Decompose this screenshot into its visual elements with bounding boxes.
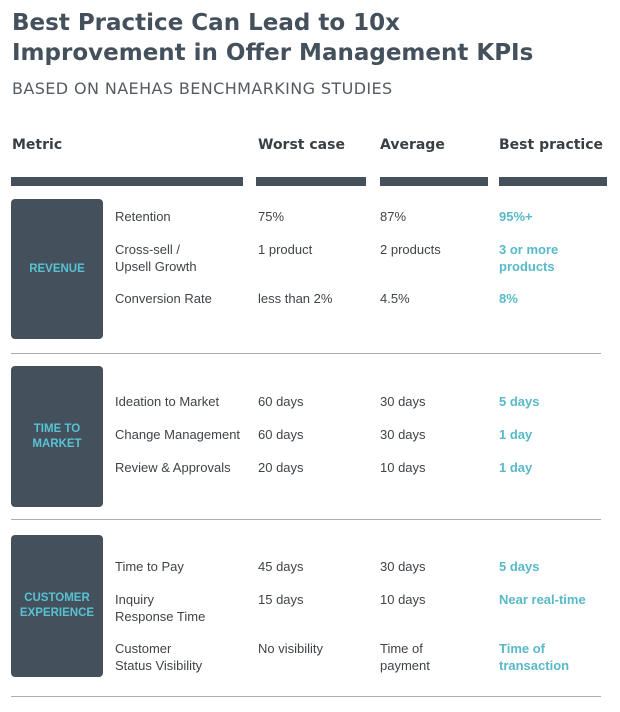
best-practice-cell: Time of transaction [499, 641, 570, 673]
average-cell: 30 days [380, 394, 426, 409]
best-practice-cell: 5 days [499, 559, 540, 574]
section-box-revenue: REVENUE [11, 199, 103, 339]
column-header-average: Average [380, 137, 445, 153]
worst-case-cell: 1 product [258, 242, 313, 257]
metric-cell: Change Management [115, 427, 241, 442]
header-divider-average [380, 177, 488, 186]
header-divider-metric [11, 177, 243, 186]
section-label-customer-experience: CUSTOMER EXPERIENCE [19, 592, 95, 619]
section-box-customer-experience: CUSTOMER EXPERIENCE [11, 535, 103, 677]
metric-cell: Customer Status Visibility [115, 641, 203, 673]
section-divider [11, 353, 601, 354]
metric-cell: Retention [115, 209, 171, 224]
worst-case-cell: less than 2% [258, 291, 333, 306]
average-cell: 30 days [380, 427, 426, 442]
header-divider-worst-case [256, 177, 366, 186]
section-divider [11, 519, 601, 520]
worst-case-cell: 45 days [258, 559, 304, 574]
best-practice-cell: Near real-time [499, 592, 586, 607]
section-divider [11, 696, 601, 697]
column-header-metric: Metric [12, 137, 63, 153]
average-cell: 10 days [380, 460, 426, 475]
metric-cell: Review & Approvals [115, 460, 231, 475]
best-practice-cell: 1 day [499, 460, 533, 475]
column-header-worst-case: Worst case [258, 137, 345, 153]
worst-case-cell: 75% [258, 209, 285, 224]
header-divider-best-practice [499, 177, 607, 186]
worst-case-cell: 60 days [258, 394, 304, 409]
best-practice-cell: 3 or more products [499, 242, 559, 274]
worst-case-cell: 15 days [258, 592, 304, 607]
best-practice-cell: 95%+ [499, 209, 533, 224]
page-title: Best Practice Can Lead to 10x Improvemen… [12, 10, 534, 66]
average-cell: 10 days [380, 592, 426, 607]
average-cell: 87% [380, 209, 407, 224]
average-cell: 4.5% [380, 291, 410, 306]
metric-cell: Time to Pay [115, 559, 184, 574]
section-box-time-to-market: TIME TO MARKET [11, 366, 103, 507]
best-practice-cell: 1 day [499, 427, 533, 442]
column-header-best-practice: Best practice [499, 137, 604, 153]
average-cell: 2 products [380, 242, 441, 257]
page-subtitle: BASED ON NAEHAS BENCHMARKING STUDIES [12, 79, 393, 98]
metric-cell: Cross-sell / Upsell Growth [115, 242, 197, 274]
average-cell: 30 days [380, 559, 426, 574]
metric-cell: Ideation to Market [115, 394, 220, 409]
average-cell: Time of payment [380, 641, 430, 673]
worst-case-cell: 60 days [258, 427, 304, 442]
worst-case-cell: No visibility [258, 641, 324, 656]
best-practice-cell: 5 days [499, 394, 540, 409]
best-practice-cell: 8% [499, 291, 518, 306]
section-label-time-to-market: TIME TO MARKET [32, 422, 82, 450]
metric-cell: Conversion Rate [115, 291, 212, 306]
worst-case-cell: 20 days [258, 460, 304, 475]
section-label-revenue: REVENUE [29, 262, 85, 275]
metric-cell: Inquiry Response Time [115, 592, 206, 624]
